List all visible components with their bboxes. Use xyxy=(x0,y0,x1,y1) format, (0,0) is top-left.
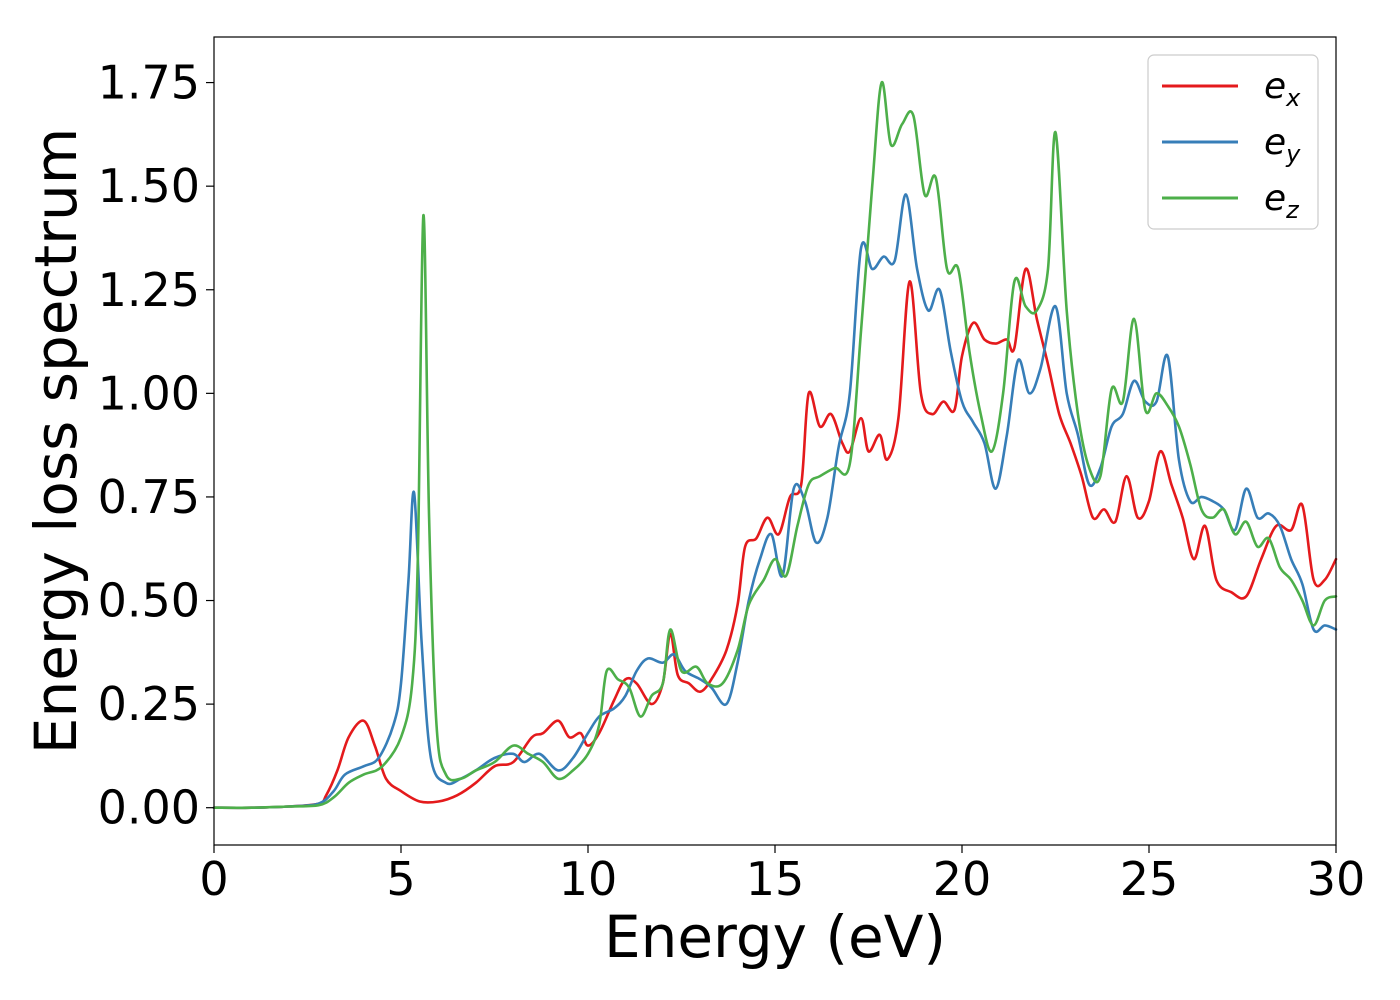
y-tick-label: 0.50 xyxy=(98,574,200,628)
legend: ex ey ez xyxy=(1147,54,1319,230)
x-tick-label: 5 xyxy=(386,852,415,906)
x-tick-label: 15 xyxy=(746,852,805,906)
y-axis-label: Energy loss spectrum xyxy=(22,128,90,754)
x-tick-label: 25 xyxy=(1120,852,1179,906)
y-tick-label: 1.25 xyxy=(98,263,200,317)
series-layer xyxy=(212,81,1338,810)
y-tick-label: 0.75 xyxy=(98,470,200,524)
legend-label-x: ex xyxy=(1264,66,1301,112)
x-tick-label: 10 xyxy=(559,852,618,906)
y-tick-label: 0.00 xyxy=(98,781,200,835)
series-line-e-y xyxy=(212,193,1338,810)
x-tick-label: 20 xyxy=(933,852,992,906)
x-axis: 0 5 10 15 20 25 30 xyxy=(199,845,1365,906)
y-axis: 0.00 0.25 0.50 0.75 1.00 1.25 1.50 1.75 xyxy=(98,56,214,835)
legend-label-z: ez xyxy=(1264,178,1300,224)
series-line-e-x xyxy=(212,267,1338,810)
x-tick-label: 30 xyxy=(1307,852,1366,906)
y-tick-label: 0.25 xyxy=(98,677,200,731)
series-line-e-z xyxy=(212,81,1338,810)
y-tick-label: 1.00 xyxy=(98,366,200,420)
x-axis-label: Energy (eV) xyxy=(604,903,946,971)
x-tick-label: 0 xyxy=(199,852,228,906)
legend-label-y: ey xyxy=(1264,122,1301,168)
y-tick-label: 1.75 xyxy=(98,56,200,110)
y-tick-label: 1.50 xyxy=(98,159,200,213)
